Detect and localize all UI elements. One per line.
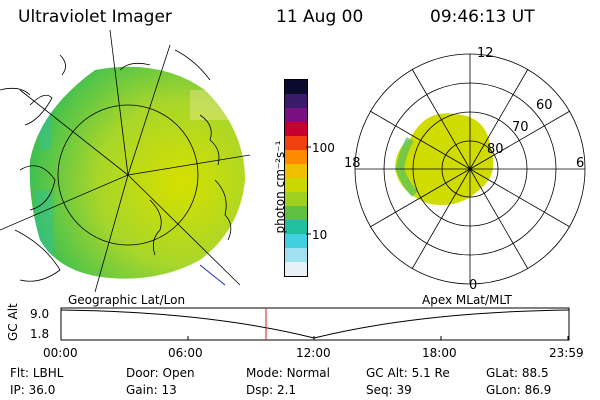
altitude-xtick-2359: 23:59 bbox=[549, 346, 584, 360]
status-dsp: Dsp: 2.1 bbox=[246, 383, 297, 397]
lat-label-60: 60 bbox=[536, 98, 553, 113]
colorbar-ticks bbox=[306, 146, 311, 235]
colorbar-tick-100: 100 bbox=[312, 141, 335, 155]
status-mode: Mode: Normal bbox=[246, 366, 330, 380]
colorbar-segment bbox=[285, 206, 307, 220]
coastlines bbox=[0, 49, 232, 282]
geographic-image bbox=[0, 30, 251, 292]
colorbar-segment bbox=[285, 248, 307, 262]
colorbar-segment bbox=[285, 150, 307, 164]
colorbar-segment bbox=[285, 80, 307, 94]
status-glat: GLat: 88.5 bbox=[486, 366, 549, 380]
altitude-xtick-0000: 00:00 bbox=[43, 346, 78, 360]
auroral-disk bbox=[29, 66, 245, 279]
colorbar-segment bbox=[285, 178, 307, 192]
polar-plot bbox=[354, 53, 586, 285]
altitude-plot bbox=[60, 307, 570, 341]
lat-label-80: 80 bbox=[487, 142, 504, 157]
colorbar-segment bbox=[285, 108, 307, 122]
status-flt: Flt: LBHL bbox=[10, 366, 64, 380]
altitude-ytick-1.8: 1.8 bbox=[30, 327, 50, 341]
color-scale-bar bbox=[284, 79, 308, 277]
polar-panel-label: Apex MLat/MLT bbox=[422, 293, 512, 307]
date-label: 11 Aug 00 bbox=[276, 7, 364, 27]
colorbar-segment bbox=[285, 192, 307, 206]
mlt-label-6: 6 bbox=[576, 156, 585, 171]
mlt-label-18: 18 bbox=[344, 156, 361, 171]
status-seq: Seq: 39 bbox=[366, 383, 412, 397]
altitude-curve bbox=[60, 309, 570, 339]
status-glon: GLon: 86.9 bbox=[486, 383, 552, 397]
status-gc-alt: GC Alt: 5.1 Re bbox=[366, 366, 450, 380]
altitude-xtick-1200: 12:00 bbox=[296, 346, 331, 360]
colorbar-segment bbox=[285, 94, 307, 108]
time-label: 09:46:13 UT bbox=[430, 7, 535, 27]
auroral-oval bbox=[395, 113, 494, 205]
altitude-ytick-9: 9.0 bbox=[30, 307, 50, 321]
mlt-label-12: 12 bbox=[477, 46, 494, 61]
colorbar-unit-label: photon cm⁻²s⁻¹ bbox=[273, 140, 287, 234]
colorbar-segment bbox=[285, 220, 307, 234]
altitude-xtick-1800: 18:00 bbox=[422, 346, 457, 360]
polar-grid bbox=[354, 53, 586, 285]
altitude-xtick-0600: 06:00 bbox=[168, 346, 203, 360]
lat-lon-grid bbox=[0, 30, 251, 292]
mlt-label-0: 0 bbox=[469, 278, 478, 293]
app-title: Ultraviolet Imager bbox=[18, 7, 172, 27]
geo-panel-label: Geographic Lat/Lon bbox=[68, 293, 186, 307]
status-door: Door: Open bbox=[126, 366, 195, 380]
colorbar-segment bbox=[285, 234, 307, 248]
status-gain: Gain: 13 bbox=[126, 383, 177, 397]
colorbar-segment bbox=[285, 262, 307, 276]
colorbar-segment bbox=[285, 136, 307, 150]
colorbar-segment bbox=[285, 122, 307, 136]
status-ip: IP: 36.0 bbox=[10, 383, 56, 397]
colorbar-segment bbox=[285, 164, 307, 178]
lat-label-70: 70 bbox=[512, 120, 529, 135]
altitude-ylabel: GC Alt bbox=[6, 303, 20, 341]
colorbar-tick-10: 10 bbox=[312, 228, 328, 242]
